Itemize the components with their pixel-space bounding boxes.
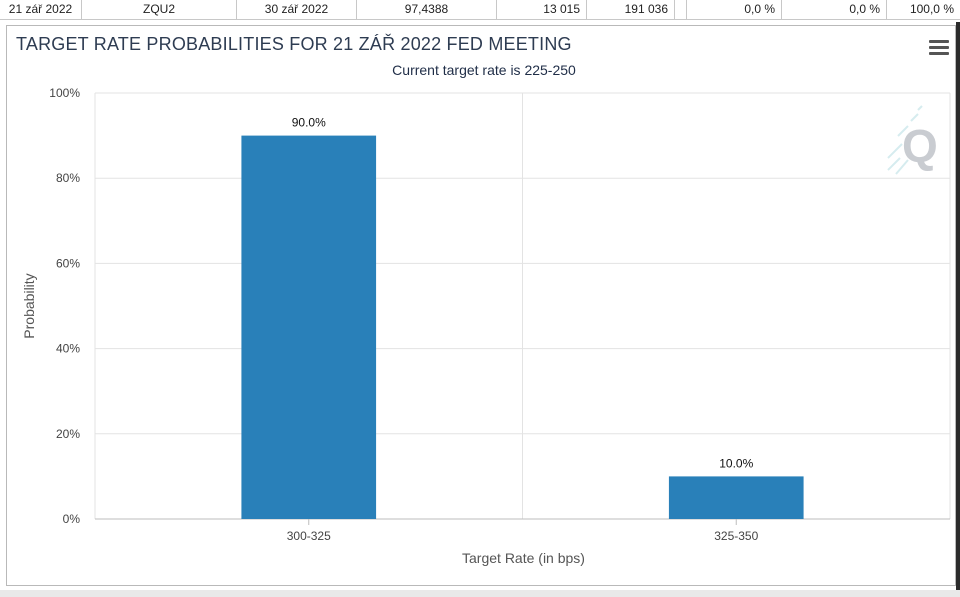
y-tick-label: 80%: [56, 171, 80, 185]
q-logo-letter: Q: [902, 120, 938, 172]
window-edge: [956, 22, 960, 592]
y-tick-label: 100%: [49, 86, 80, 100]
table-cell-prob-1: 0,0 %: [687, 0, 782, 20]
y-tick-label: 60%: [56, 256, 80, 270]
x-tick-label: 325-350: [714, 529, 758, 543]
grid-lines: [94, 92, 951, 525]
data-table-row: 21 zář 2022 ZQU2 30 zář 2022 97,4388 13 …: [0, 0, 960, 20]
bar-300-325: [241, 135, 377, 519]
y-tick-label: 40%: [56, 342, 80, 356]
y-tick-label: 0%: [63, 512, 81, 526]
table-gap: [675, 0, 687, 19]
q-logo-icon: Q: [887, 105, 938, 175]
chart-title: TARGET RATE PROBABILITIES FOR 21 ZÁŘ 202…: [16, 34, 572, 54]
hamburger-menu-icon[interactable]: [929, 40, 949, 58]
table-cell-open-interest: 191 036: [587, 0, 675, 20]
bars: [241, 135, 804, 519]
data-label: 10.0%: [719, 456, 753, 470]
bottom-edge: [0, 590, 960, 597]
table-cell-prob-3: 100,0 %: [909, 2, 954, 16]
table-cell-price: 97,4388: [357, 0, 497, 20]
y-tick-label: 20%: [56, 427, 80, 441]
y-axis-title: Probability: [21, 273, 37, 338]
x-tick-label: 300-325: [287, 529, 331, 543]
x-axis-title: Target Rate (in bps): [462, 550, 585, 566]
data-label: 90.0%: [292, 116, 326, 130]
table-cell-date: 21 zář 2022: [0, 0, 82, 20]
table-cell-expiry: 30 zář 2022: [237, 0, 357, 20]
table-cell-contract: ZQU2: [82, 0, 237, 20]
table-cell-volume: 13 015: [497, 0, 587, 20]
labels: 0% 20% 40% 60% 80% 100% 300-325 90.0% 325-350 10.…: [49, 86, 758, 543]
bar-325-350: [668, 476, 804, 519]
chart-subtitle: Current target rate is 225-250: [392, 62, 576, 78]
table-cell-prob-2: 0,0 %: [782, 0, 887, 20]
